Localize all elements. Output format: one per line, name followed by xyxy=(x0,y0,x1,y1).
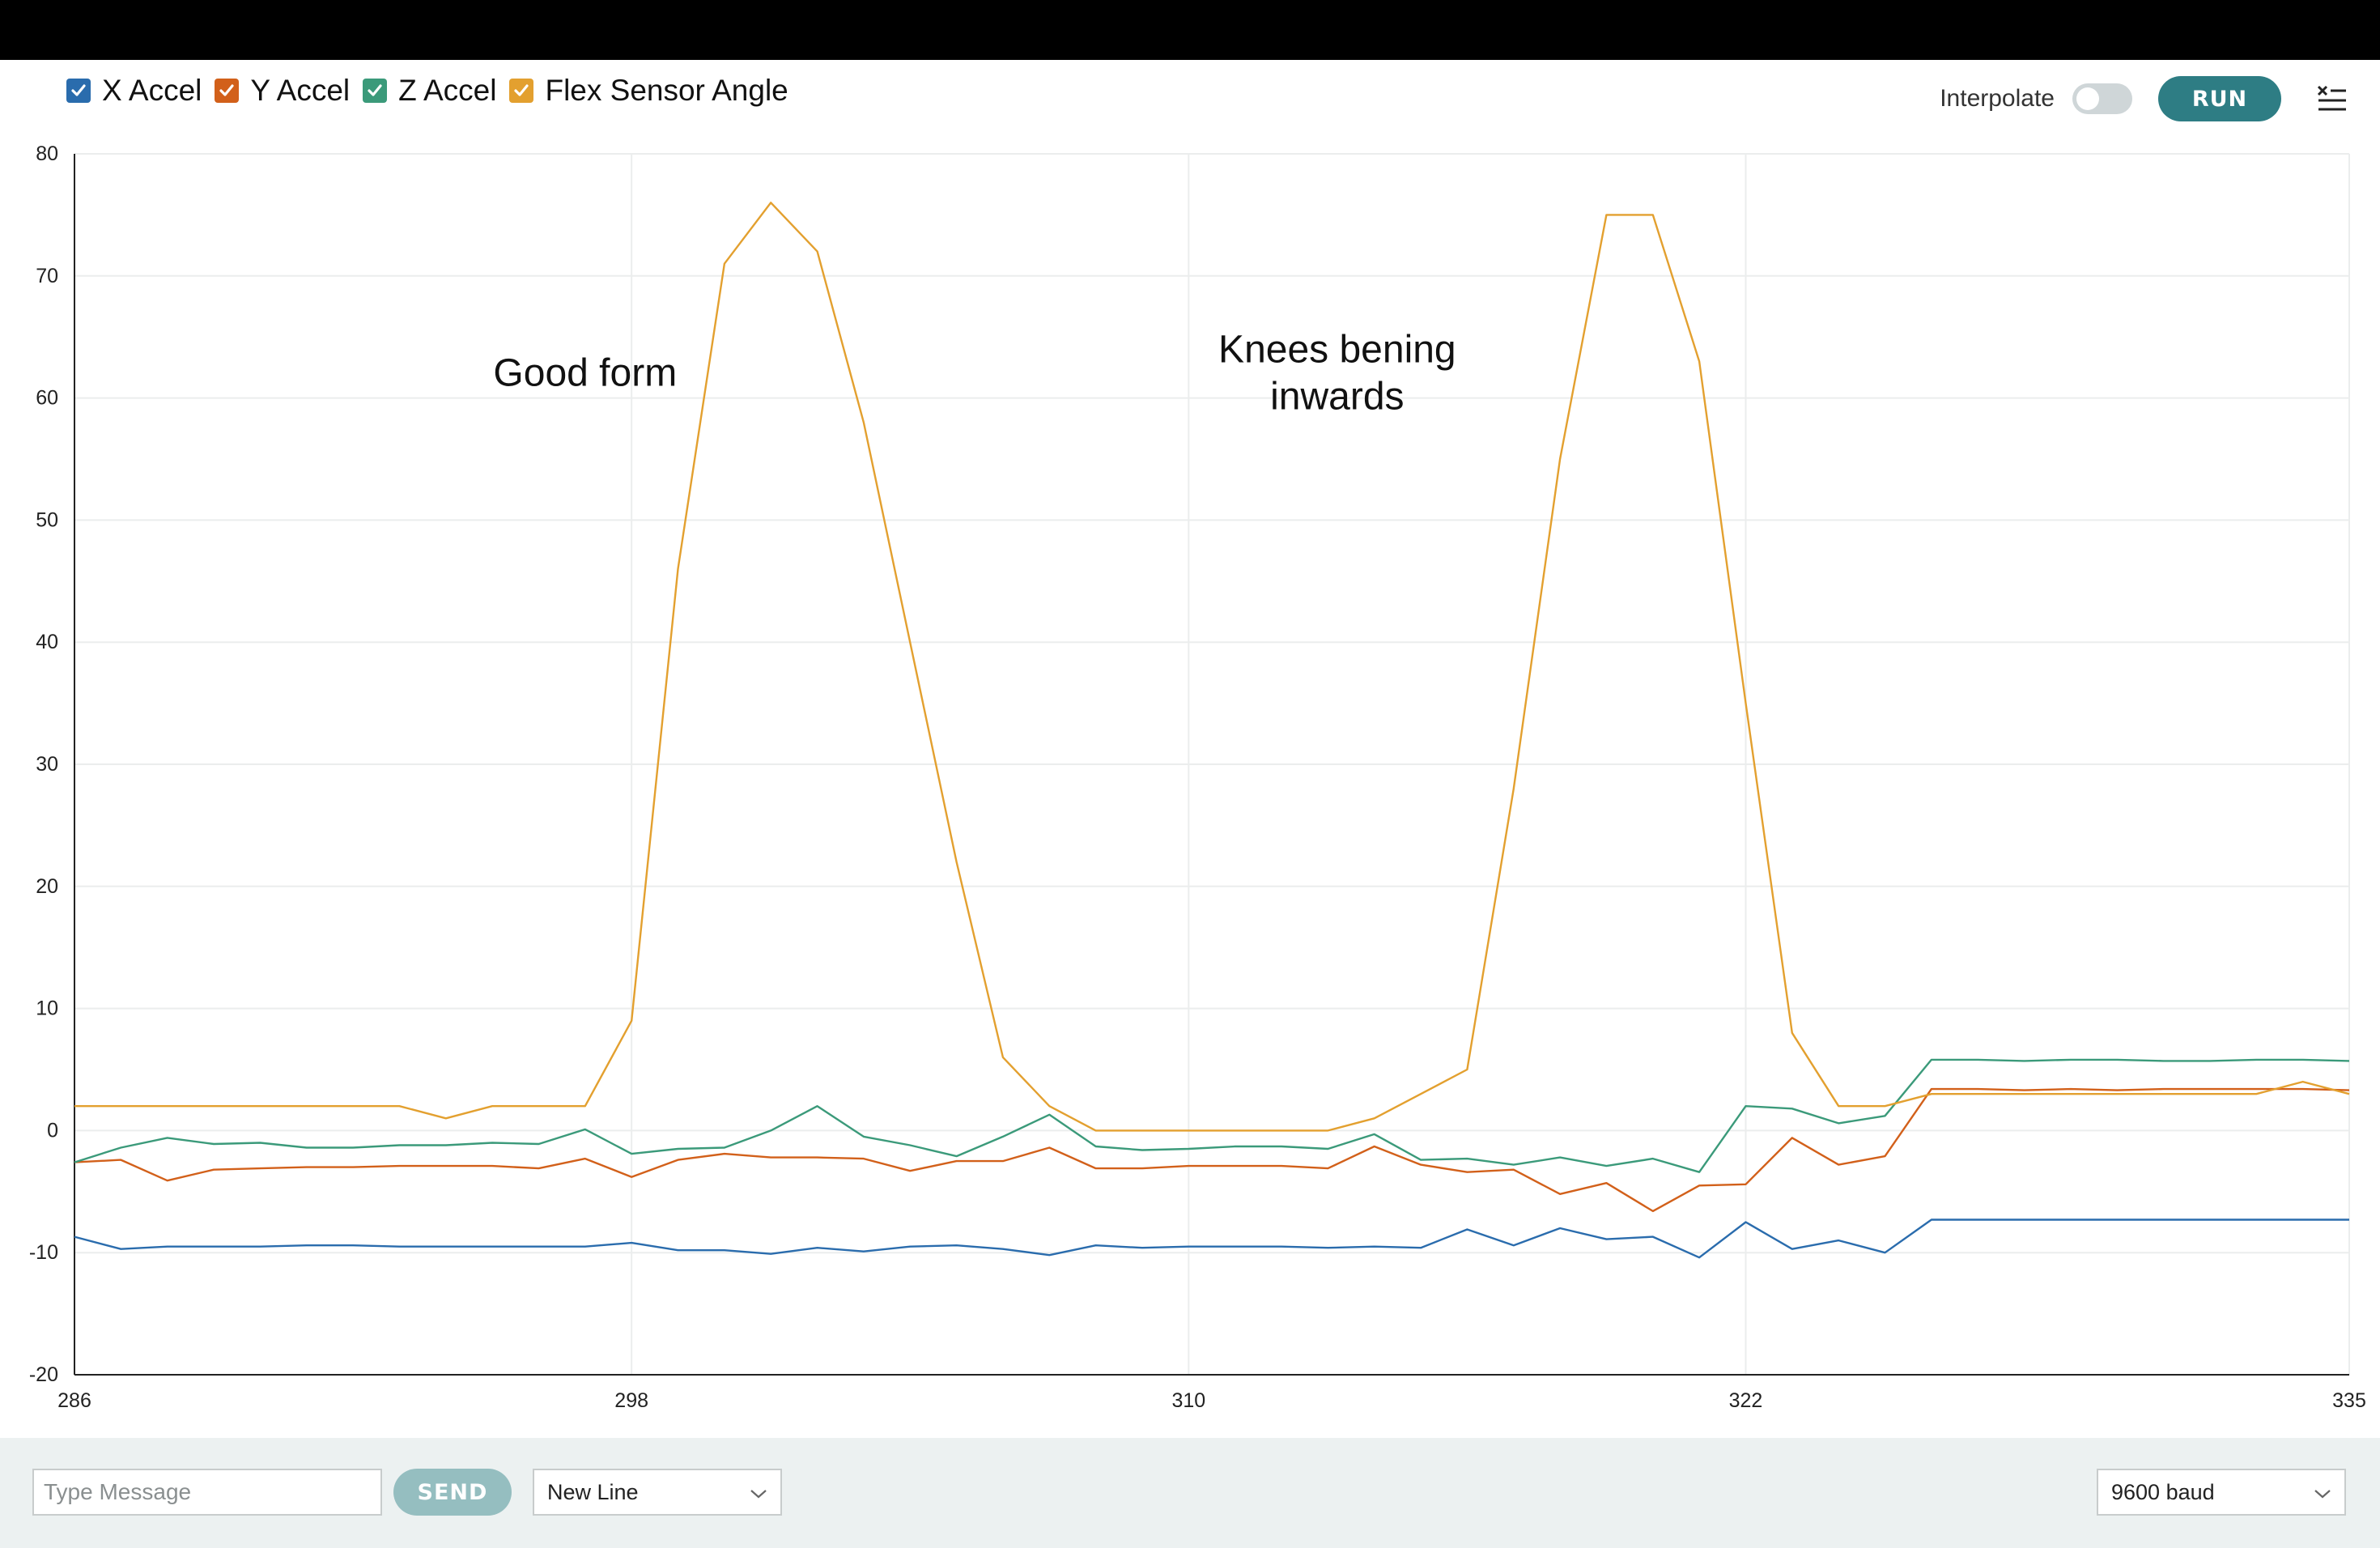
x-tick-label: 286 xyxy=(57,1389,91,1412)
x-tick-label: 335 xyxy=(2332,1389,2366,1412)
message-input[interactable] xyxy=(32,1469,382,1516)
check-icon[interactable] xyxy=(215,79,240,103)
x-tick-label: 298 xyxy=(614,1389,648,1412)
y-tick-label: -20 xyxy=(29,1363,58,1386)
chevron-down-icon xyxy=(750,1480,767,1505)
plotter-controls: Interpolate RUN xyxy=(1940,74,2351,123)
check-icon[interactable] xyxy=(66,79,91,103)
y-tick-label: 60 xyxy=(36,387,58,410)
check-icon[interactable] xyxy=(509,79,534,103)
y-tick-label: 80 xyxy=(36,142,58,165)
annotation-line: Good form xyxy=(493,352,677,395)
baud-rate-value: 9600 baud xyxy=(2111,1479,2215,1504)
legend-item-flex-sensor-angle[interactable]: Flex Sensor Angle xyxy=(509,74,788,108)
y-tick-label: 10 xyxy=(36,997,58,1020)
series-line-flex-sensor-angle xyxy=(74,202,2350,1132)
toggle-knob xyxy=(2076,87,2099,110)
legend-label: Y Accel xyxy=(250,74,351,107)
series-line-z-accel xyxy=(74,1058,2350,1173)
top-bar xyxy=(0,0,2380,60)
legend-label: Z Accel xyxy=(398,74,497,107)
y-tick-label: -10 xyxy=(29,1241,58,1264)
x-tick-label: 310 xyxy=(1171,1389,1205,1412)
legend-label: Flex Sensor Angle xyxy=(545,74,788,107)
annotation-label: Good form xyxy=(493,352,677,395)
legend-item-z-accel[interactable]: Z Accel xyxy=(363,74,496,108)
annotation-line: Knees bening xyxy=(1218,329,1456,372)
chevron-down-icon xyxy=(2314,1480,2331,1505)
bottom-bar: SEND New Line 9600 baud xyxy=(0,1438,2380,1548)
y-tick-label: 70 xyxy=(36,265,58,287)
legend-item-y-accel[interactable]: Y Accel xyxy=(215,74,350,108)
y-tick-label: 0 xyxy=(47,1119,58,1142)
line-chart: -20 -10 0 10 20 30 40 50 60 70 80 286 298 310 322 335 Go… xyxy=(29,142,2366,1412)
line-ending-select[interactable]: New Line xyxy=(533,1469,782,1516)
send-button[interactable]: SEND xyxy=(393,1469,512,1516)
series-line-y-accel xyxy=(74,1087,2350,1213)
y-tick-label: 40 xyxy=(36,631,58,653)
interpolate-toggle[interactable] xyxy=(2072,83,2132,114)
y-tick-label: 30 xyxy=(36,753,58,776)
run-button[interactable]: RUN xyxy=(2158,76,2281,121)
clear-output-icon[interactable] xyxy=(2314,80,2351,117)
interpolate-label: Interpolate xyxy=(1940,85,2055,112)
y-tick-label: 50 xyxy=(36,508,58,531)
x-tick-label: 322 xyxy=(1729,1389,1763,1412)
baud-rate-select[interactable]: 9600 baud xyxy=(2097,1469,2346,1516)
series-line-x-accel xyxy=(74,1218,2349,1259)
line-ending-value: New Line xyxy=(547,1479,639,1504)
check-icon[interactable] xyxy=(363,79,388,103)
annotation-line: inwards xyxy=(1270,376,1404,419)
annotation-label: Knees bening inwards xyxy=(1218,329,1456,419)
legend-label: X Accel xyxy=(102,74,202,107)
chart-legend: X Accel Y Accel Z Accel Flex Sensor Angl… xyxy=(66,71,801,110)
legend-item-x-accel[interactable]: X Accel xyxy=(66,74,202,108)
y-tick-label: 20 xyxy=(36,875,58,898)
